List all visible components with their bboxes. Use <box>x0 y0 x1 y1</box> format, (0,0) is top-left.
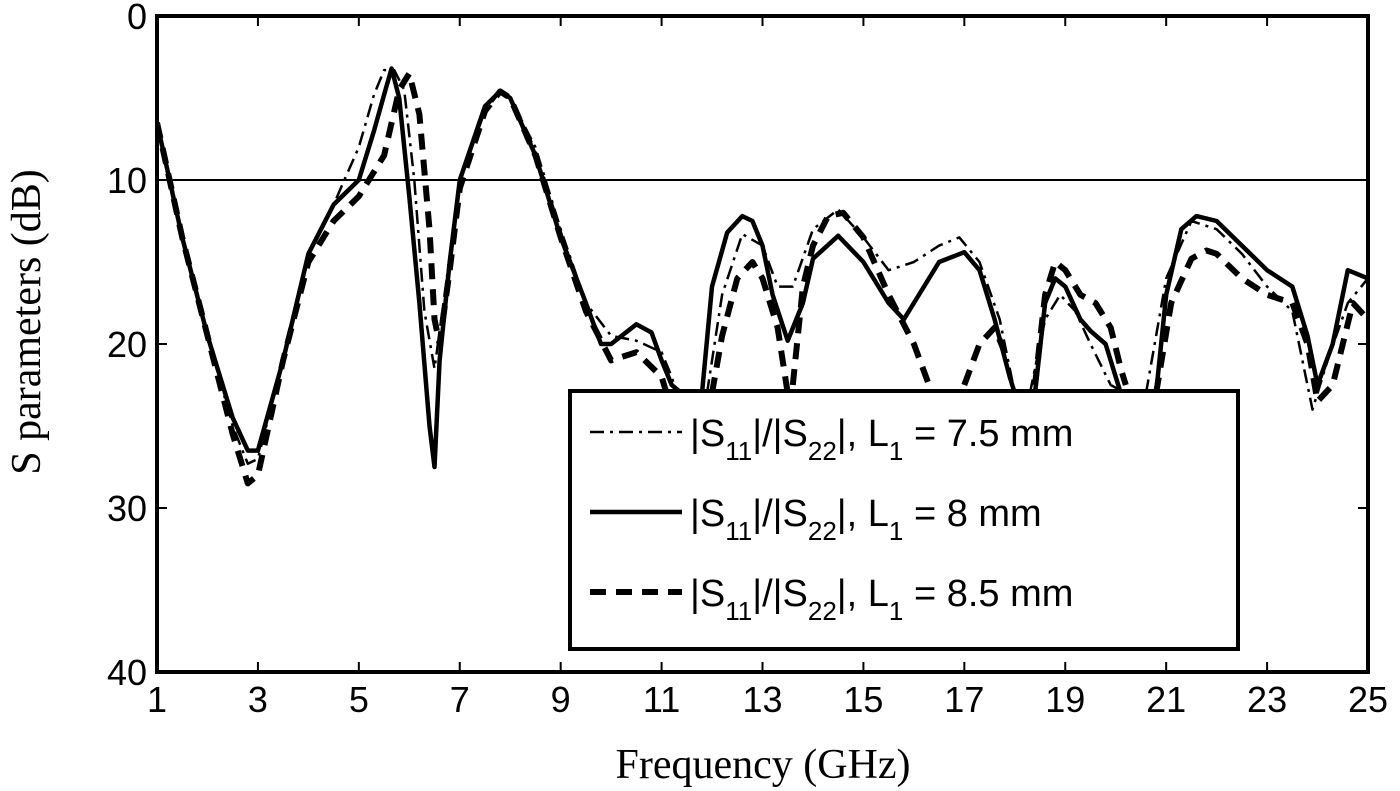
series-line-dashdot-0 <box>157 68 678 465</box>
legend: |S11|/|S22|, L1 = 7.5 mm |S11|/|S22|, L1 … <box>568 389 1240 651</box>
x-tick-label: 11 <box>643 679 680 720</box>
series-line-dashed-9 <box>709 259 791 394</box>
x-tick-label: 3 <box>248 679 268 720</box>
series-line-dashed-11 <box>961 324 1008 387</box>
series-line-dashed-8 <box>157 70 670 487</box>
x-axis-title: Frequency (GHz) <box>615 742 910 788</box>
series-line-dashed-13 <box>1153 247 1368 405</box>
x-tick-label: 15 <box>843 679 883 720</box>
x-tick-label: 7 <box>450 679 470 720</box>
x-tick-label: 19 <box>1045 679 1085 720</box>
series-line-solid-6 <box>1032 276 1123 394</box>
series-line-dashed-10 <box>789 209 932 387</box>
y-tick-label: 20 <box>107 324 147 365</box>
y-axis-title: S parameters (dB) <box>4 169 50 475</box>
y-tick-label: 0 <box>127 0 147 37</box>
y-tick-label: 30 <box>107 488 147 529</box>
legend-label: |S11|/|S22|, L1 = 7.5 mm <box>690 413 1073 466</box>
series-line-dashdot-3 <box>1144 219 1368 411</box>
series-line-solid-5 <box>699 213 1017 394</box>
plot-frame <box>155 14 1370 674</box>
series-line-dashed-12 <box>1032 259 1129 386</box>
x-tick-label: 23 <box>1247 679 1287 720</box>
x-tick-label: 21 <box>1146 679 1186 720</box>
series-line-dashdot-1 <box>705 208 1017 394</box>
x-tick-label: 1 <box>147 679 167 720</box>
x-tick-label: 17 <box>944 679 984 720</box>
x-tick-label: 9 <box>551 679 571 720</box>
x-tick-label: 25 <box>1348 679 1388 720</box>
y-tick-label: 40 <box>107 652 147 693</box>
legend-label: |S11|/|S22|, L1 = 8.5 mm <box>690 573 1073 626</box>
series-line-solid-7 <box>1153 213 1368 394</box>
series-layer <box>157 66 1368 487</box>
legend-label: |S11|/|S22|, L1 = 8 mm <box>690 493 1042 546</box>
y-tick-label: 10 <box>107 160 147 201</box>
x-tick-label: 13 <box>742 679 782 720</box>
x-tick-label: 5 <box>349 679 369 720</box>
legend-box <box>568 389 1240 651</box>
